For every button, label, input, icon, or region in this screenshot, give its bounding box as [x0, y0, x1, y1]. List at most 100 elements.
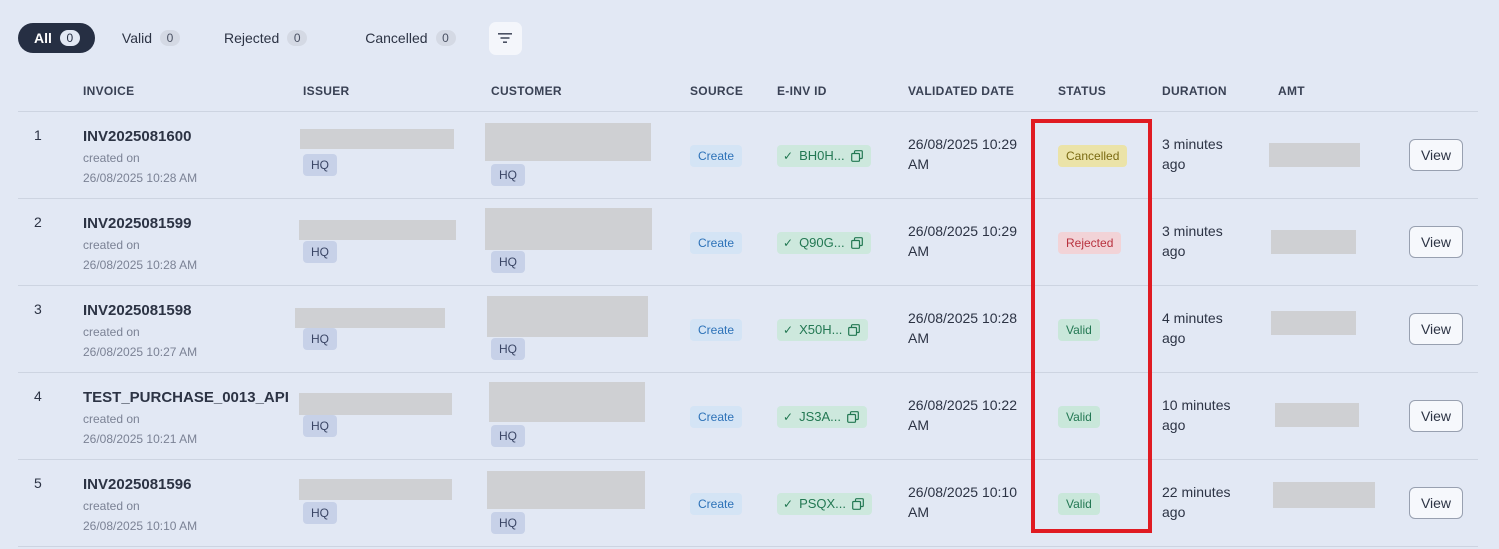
- customer-name-redacted: [487, 296, 648, 337]
- row-number: 3: [34, 301, 42, 317]
- validated-date: 26/08/2025 10:29 AM: [908, 136, 1017, 172]
- created-date: 26/08/2025 10:27 AM: [83, 345, 198, 359]
- source-badge: Create: [690, 145, 743, 167]
- status-badge: Rejected: [1058, 232, 1122, 254]
- created-label: created on: [83, 151, 140, 165]
- filter-valid[interactable]: Valid 0: [122, 23, 180, 53]
- col-source: SOURCE: [690, 84, 744, 98]
- row-number: 4: [34, 388, 42, 404]
- einv-id-badge[interactable]: ✓ BH0H...: [777, 145, 871, 167]
- table-body: 1 INV2025081600 created on 26/08/2025 10:28…: [18, 112, 1478, 547]
- table-row: 3 INV2025081598 created on 26/08/2025 10:27…: [18, 286, 1478, 373]
- einv-id-text: Q90G...: [799, 235, 845, 250]
- duration-text: 3 minutes ago: [1162, 136, 1223, 172]
- copy-icon[interactable]: [847, 411, 859, 423]
- copy-icon[interactable]: [848, 324, 861, 336]
- filter-count-badge: 0: [287, 30, 308, 46]
- created-label: created on: [83, 412, 140, 426]
- col-status: STATUS: [1058, 84, 1107, 98]
- filter-count-badge: 0: [159, 30, 180, 46]
- amount-redacted: [1275, 403, 1359, 427]
- created-label: created on: [83, 238, 140, 252]
- invoice-number: INV2025081598: [83, 302, 192, 319]
- validated-date: 26/08/2025 10:22 AM: [908, 397, 1017, 433]
- einv-id-badge[interactable]: ✓ JS3A...: [777, 406, 867, 428]
- view-button[interactable]: View: [1409, 400, 1463, 432]
- row-number: 5: [34, 475, 42, 491]
- issuer-tag: HQ: [303, 154, 337, 176]
- created-info: created on 26/08/2025 10:28 AM: [83, 148, 197, 188]
- source-badge: Create: [690, 319, 743, 341]
- view-button[interactable]: View: [1409, 487, 1463, 519]
- source-badge: Create: [690, 232, 743, 254]
- col-einv-id: E-INV ID: [777, 84, 827, 98]
- filter-label: Cancelled: [365, 30, 428, 46]
- col-amt: AMT: [1278, 84, 1305, 98]
- created-date: 26/08/2025 10:21 AM: [83, 432, 198, 446]
- filter-label: All: [34, 30, 52, 46]
- created-info: created on 26/08/2025 10:21 AM: [83, 409, 197, 449]
- customer-tag: HQ: [491, 425, 525, 447]
- customer-tag: HQ: [491, 251, 525, 273]
- customer-name-redacted: [485, 208, 652, 250]
- row-number: 2: [34, 214, 42, 230]
- source-badge: Create: [690, 406, 743, 428]
- customer-name-redacted: [489, 382, 645, 422]
- duration-text: 22 minutes ago: [1162, 484, 1231, 520]
- issuer-name-redacted: [299, 220, 456, 240]
- invoice-number: INV2025081600: [83, 128, 192, 145]
- created-info: created on 26/08/2025 10:27 AM: [83, 322, 197, 362]
- filter-rejected[interactable]: Rejected 0: [224, 23, 308, 53]
- copy-icon[interactable]: [852, 498, 864, 510]
- customer-tag: HQ: [491, 338, 525, 360]
- filter-icon: [498, 33, 513, 43]
- issuer-tag: HQ: [303, 328, 337, 350]
- check-icon: ✓: [783, 497, 794, 511]
- filter-button[interactable]: [488, 21, 522, 55]
- check-icon: ✓: [783, 149, 794, 163]
- table-row: 5 INV2025081596 created on 26/08/2025 10:10…: [18, 460, 1478, 547]
- amount-redacted: [1271, 311, 1356, 335]
- status-badge: Valid: [1058, 319, 1100, 341]
- created-date: 26/08/2025 10:28 AM: [83, 258, 198, 272]
- created-info: created on 26/08/2025 10:10 AM: [83, 496, 197, 536]
- view-button[interactable]: View: [1409, 313, 1463, 345]
- einv-id-text: BH0H...: [799, 148, 845, 163]
- issuer-name-redacted: [299, 479, 452, 500]
- table-row: 1 INV2025081600 created on 26/08/2025 10:28…: [18, 112, 1478, 199]
- filter-count-badge: 0: [435, 30, 456, 46]
- created-label: created on: [83, 499, 140, 513]
- col-issuer: ISSUER: [303, 84, 350, 98]
- created-info: created on 26/08/2025 10:28 AM: [83, 235, 197, 275]
- validated-date: 26/08/2025 10:29 AM: [908, 223, 1017, 259]
- col-duration: DURATION: [1162, 84, 1227, 98]
- check-icon: ✓: [783, 410, 794, 424]
- view-button[interactable]: View: [1409, 139, 1463, 171]
- filter-cancelled[interactable]: Cancelled 0: [365, 23, 456, 53]
- validated-date: 26/08/2025 10:10 AM: [908, 484, 1017, 520]
- col-customer: CUSTOMER: [491, 84, 562, 98]
- issuer-tag: HQ: [303, 502, 337, 524]
- status-filter-bar: All 0 Valid 0 Rejected 0 Cancelled 0: [18, 21, 522, 55]
- einv-id-text: JS3A...: [799, 409, 841, 424]
- copy-icon[interactable]: [850, 150, 863, 162]
- filter-all[interactable]: All 0: [18, 23, 95, 53]
- duration-text: 3 minutes ago: [1162, 223, 1223, 259]
- check-icon: ✓: [783, 323, 794, 337]
- copy-icon[interactable]: [850, 237, 863, 249]
- einv-id-text: X50H...: [799, 322, 843, 337]
- einv-id-badge[interactable]: ✓ Q90G...: [777, 232, 871, 254]
- duration-text: 4 minutes ago: [1162, 310, 1223, 346]
- status-badge: Cancelled: [1058, 145, 1128, 167]
- issuer-name-redacted: [299, 393, 452, 415]
- status-badge: Valid: [1058, 406, 1100, 428]
- einv-id-badge[interactable]: ✓ X50H...: [777, 319, 869, 341]
- view-button[interactable]: View: [1409, 226, 1463, 258]
- customer-tag: HQ: [491, 164, 525, 186]
- issuer-name-redacted: [300, 129, 454, 149]
- einv-id-badge[interactable]: ✓ PSQX...: [777, 493, 873, 515]
- check-icon: ✓: [783, 236, 794, 250]
- einv-id-text: PSQX...: [799, 496, 847, 511]
- invoice-number: TEST_PURCHASE_0013_API: [83, 389, 289, 406]
- source-badge: Create: [690, 493, 743, 515]
